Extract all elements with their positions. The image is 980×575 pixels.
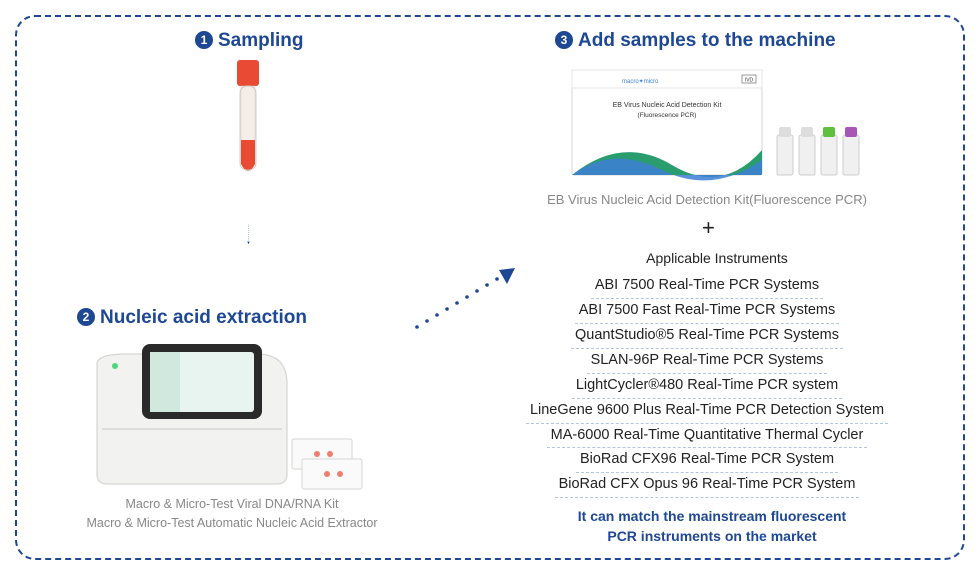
arrow-step1-to-step2 [247,187,250,282]
step1-number: 1 [195,31,213,49]
workflow-diagram: 1 Sampling 2 Nucleic acid extraction [15,15,965,560]
step2-title: 2 Nucleic acid extraction [77,307,307,329]
conclusion-text: It can match the mainstream fluorescent … [542,507,882,546]
step3-number: 3 [555,31,573,49]
instrument-item: MA-6000 Real-Time Quantitative Thermal C… [547,424,868,449]
instrument-item: ABI 7500 Fast Real-Time PCR Systems [575,299,840,324]
caption-line2: Macro & Micro-Test Automatic Nucleic Aci… [86,516,377,530]
instrument-item: QuantStudio®5 Real-Time PCR Systems [571,324,843,349]
instrument-item: LightCycler®480 Real-Time PCR system [572,374,842,399]
step1-label: Sampling [218,30,304,51]
step2-label: Nucleic acid extraction [100,307,307,328]
step3-label: Add samples to the machine [578,30,836,51]
step2-caption: Macro & Micro-Test Viral DNA/RNA Kit Mac… [72,495,392,533]
conclusion-line2: PCR instruments on the market [607,528,816,544]
svg-text:EB Virus Nucleic Acid Detectio: EB Virus Nucleic Acid Detection Kit [613,102,722,109]
step1-title: 1 Sampling [195,30,304,52]
svg-text:macro✦micro: macro✦micro [622,78,659,85]
instruments-list: ABI 7500 Real-Time PCR Systems ABI 7500 … [492,274,922,498]
svg-text:IVD: IVD [745,78,754,84]
caption-line1: Macro & Micro-Test Viral DNA/RNA Kit [125,497,338,511]
extractor-machine-icon [87,334,377,494]
instrument-item: BioRad CFX96 Real-Time PCR System [576,448,838,473]
instrument-item: SLAN-96P Real-Time PCR Systems [587,349,828,374]
instrument-item: ABI 7500 Real-Time PCR Systems [591,274,823,299]
sample-tube-icon [233,60,263,180]
step3-title: 3 Add samples to the machine [555,30,836,52]
kit-box-icon: EB Virus Nucleic Acid Detection Kit (Flu… [562,65,862,190]
instrument-item: BioRad CFX Opus 96 Real-Time PCR System [555,473,860,498]
step2-number: 2 [77,308,95,326]
kit-caption: EB Virus Nucleic Acid Detection Kit(Fluo… [522,192,892,207]
instruments-title: Applicable Instruments [592,250,842,266]
conclusion-line1: It can match the mainstream fluorescent [578,508,846,524]
plus-symbol: + [702,215,715,241]
instrument-item: LineGene 9600 Plus Real-Time PCR Detecti… [526,399,888,424]
svg-text:(Fluorescence PCR): (Fluorescence PCR) [638,112,697,119]
